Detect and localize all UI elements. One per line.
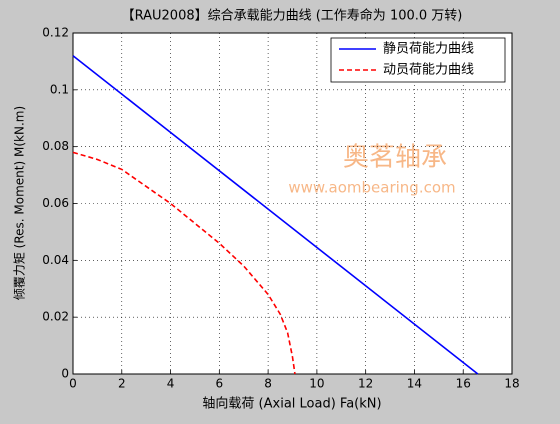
- legend-label: 动员荷能力曲线: [383, 63, 474, 78]
- x-axis-label: 轴向载荷 (Axial Load) Fa(kN): [202, 396, 381, 412]
- chart-title: 【RAU2008】综合承载能力曲线 (工作寿命为 100.0 万转): [122, 8, 463, 24]
- y-axis-label: 倾覆力矩 (Res. Moment) M(kN.m): [13, 106, 27, 300]
- x-tick-label: 4: [167, 377, 175, 391]
- series-line: [72, 55, 479, 375]
- x-tick-label: 16: [456, 377, 471, 391]
- x-tick-label: 2: [118, 377, 126, 391]
- y-tick-label: 0.08: [42, 139, 69, 153]
- x-tick-label: 12: [358, 377, 373, 391]
- x-tick-label: 6: [216, 377, 224, 391]
- x-tick-label: 14: [407, 377, 422, 391]
- legend-label: 静员荷能力曲线: [383, 42, 474, 57]
- plot-area: [73, 33, 512, 374]
- watermark: www.aombearing.com: [288, 179, 455, 197]
- x-tick-label: 10: [309, 377, 324, 391]
- watermark: 奥茗轴承: [343, 143, 447, 173]
- x-tick-label: 18: [504, 377, 519, 391]
- y-tick-label: 0.04: [42, 253, 69, 267]
- x-tick-label: 0: [69, 377, 77, 391]
- legend-box: [330, 37, 506, 83]
- x-tick-label: 8: [264, 377, 272, 391]
- axes-box: [72, 32, 513, 375]
- y-tick-label: 0.12: [42, 26, 69, 40]
- y-tick-label: 0.06: [42, 196, 69, 210]
- y-tick-label: 0.02: [42, 310, 69, 324]
- y-tick-label: 0.1: [50, 82, 69, 96]
- y-tick-label: 0: [61, 367, 69, 381]
- series-line: [72, 151, 296, 375]
